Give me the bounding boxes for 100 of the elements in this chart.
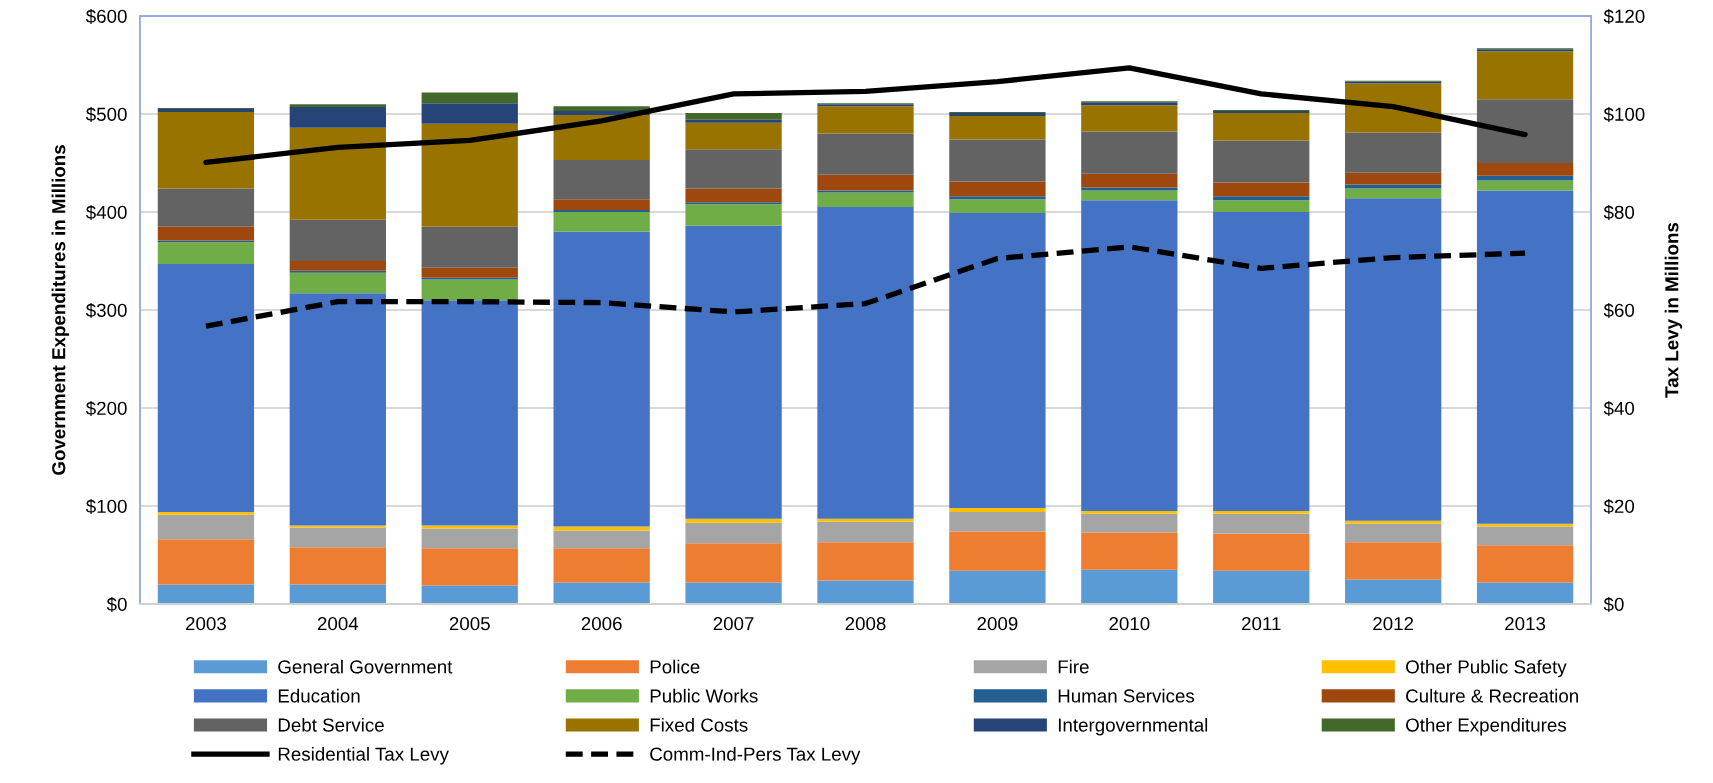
bar: [553, 548, 650, 583]
legend-label: Culture & Recreation: [1406, 688, 1578, 703]
legend-label: Comm-Ind-Pers Tax Levy: [650, 747, 861, 765]
bar: [553, 211, 650, 232]
y-tick-label: $100: [85, 498, 127, 515]
bar: [421, 267, 518, 278]
x-tick-label: 2009: [977, 617, 1018, 631]
bar: [421, 548, 518, 586]
bar: [1213, 182, 1310, 197]
bar: [949, 570, 1046, 605]
legend-label: Human Services: [1058, 688, 1195, 703]
bar: [157, 226, 255, 241]
legend-label: Fixed Costs: [650, 717, 748, 732]
legend-label: Other Expenditures: [1406, 717, 1567, 736]
bar: [817, 580, 914, 605]
bar: [421, 528, 518, 549]
bar: [1081, 187, 1178, 191]
y2-tick-label: $60: [1603, 302, 1635, 319]
bar: [1081, 510, 1178, 514]
bar: [157, 112, 255, 189]
bar: [1213, 196, 1310, 201]
y2-tick-label: $0: [1603, 596, 1624, 613]
x-tick-label: 2005: [449, 617, 490, 631]
legend-label: Police: [650, 659, 700, 674]
bar: [1345, 520, 1442, 524]
bar: [1476, 190, 1574, 524]
bar: [685, 522, 782, 544]
legend-label: Fire: [1058, 659, 1089, 674]
bar: [157, 584, 255, 605]
bar: [1081, 200, 1178, 511]
bar: [157, 511, 255, 515]
bar: [289, 272, 386, 294]
bar: [685, 543, 782, 583]
bar: [1213, 513, 1310, 534]
bar: [817, 133, 914, 175]
x-tick-label: 2003: [186, 617, 226, 631]
bar: [289, 104, 386, 108]
y-axis-title: Government Expenditures in Millions: [51, 145, 70, 475]
bar: [949, 115, 1046, 140]
legend-label: Residential Tax Levy: [278, 747, 449, 765]
bar: [685, 119, 782, 123]
bar: [1081, 569, 1178, 605]
legend-label: Public Works: [650, 688, 758, 703]
x-tick-label: 2006: [581, 617, 622, 631]
bar: [553, 530, 650, 549]
bar: [1476, 523, 1574, 527]
bar: [157, 242, 255, 264]
bar: [553, 199, 650, 211]
bar: [817, 174, 914, 191]
y-tick-label: $0: [106, 596, 127, 613]
bar: [1476, 180, 1574, 191]
bar: [949, 531, 1046, 571]
bar: [817, 518, 914, 522]
y2-axis-title: Tax Levy in Millions: [1664, 222, 1683, 398]
bar: [553, 526, 650, 531]
legend-label: Debt Service: [278, 717, 384, 732]
bar: [949, 511, 1046, 532]
bar: [289, 107, 386, 128]
y-tick-label: $500: [85, 106, 127, 123]
bar: [685, 225, 782, 519]
bar: [1081, 513, 1178, 533]
y2-tick-label: $120: [1603, 8, 1645, 25]
bar: [1345, 523, 1442, 543]
x-tick-label: 2011: [1242, 617, 1281, 631]
bar: [1476, 99, 1574, 163]
bar: [685, 122, 782, 150]
x-tick-label: 2012: [1373, 617, 1414, 631]
y-tick-label: $300: [85, 302, 127, 319]
bar: [949, 199, 1046, 213]
legend-label: Education: [278, 688, 360, 703]
bar: [949, 139, 1046, 182]
bar: [421, 103, 518, 124]
bar: [421, 123, 518, 227]
bar: [1081, 173, 1178, 188]
bar: [289, 260, 386, 271]
bar: [1081, 105, 1178, 132]
bar: [1213, 533, 1310, 571]
bar: [1213, 570, 1310, 605]
bar: [1345, 132, 1442, 173]
legend-label: General Government: [278, 659, 453, 674]
legend-label: Intergovernmental: [1058, 717, 1208, 736]
y2-tick-label: $40: [1603, 400, 1635, 417]
legend-label: Other Public Safety: [1406, 659, 1567, 678]
bar: [421, 279, 518, 301]
bar: [1213, 140, 1310, 183]
bar: [289, 293, 386, 526]
bar: [685, 188, 782, 203]
x-tick-label: 2008: [845, 617, 886, 631]
bar: [1213, 510, 1310, 514]
bar: [421, 525, 518, 529]
y2-tick-label: $20: [1603, 498, 1635, 515]
bar: [1345, 542, 1442, 580]
y-tick-label: $400: [85, 204, 127, 221]
x-tick-label: 2007: [713, 617, 754, 631]
bar: [949, 212, 1046, 508]
bar: [685, 149, 782, 189]
bar: [685, 518, 782, 523]
bar: [1081, 131, 1178, 174]
bar: [289, 527, 386, 548]
bar: [1213, 200, 1310, 212]
